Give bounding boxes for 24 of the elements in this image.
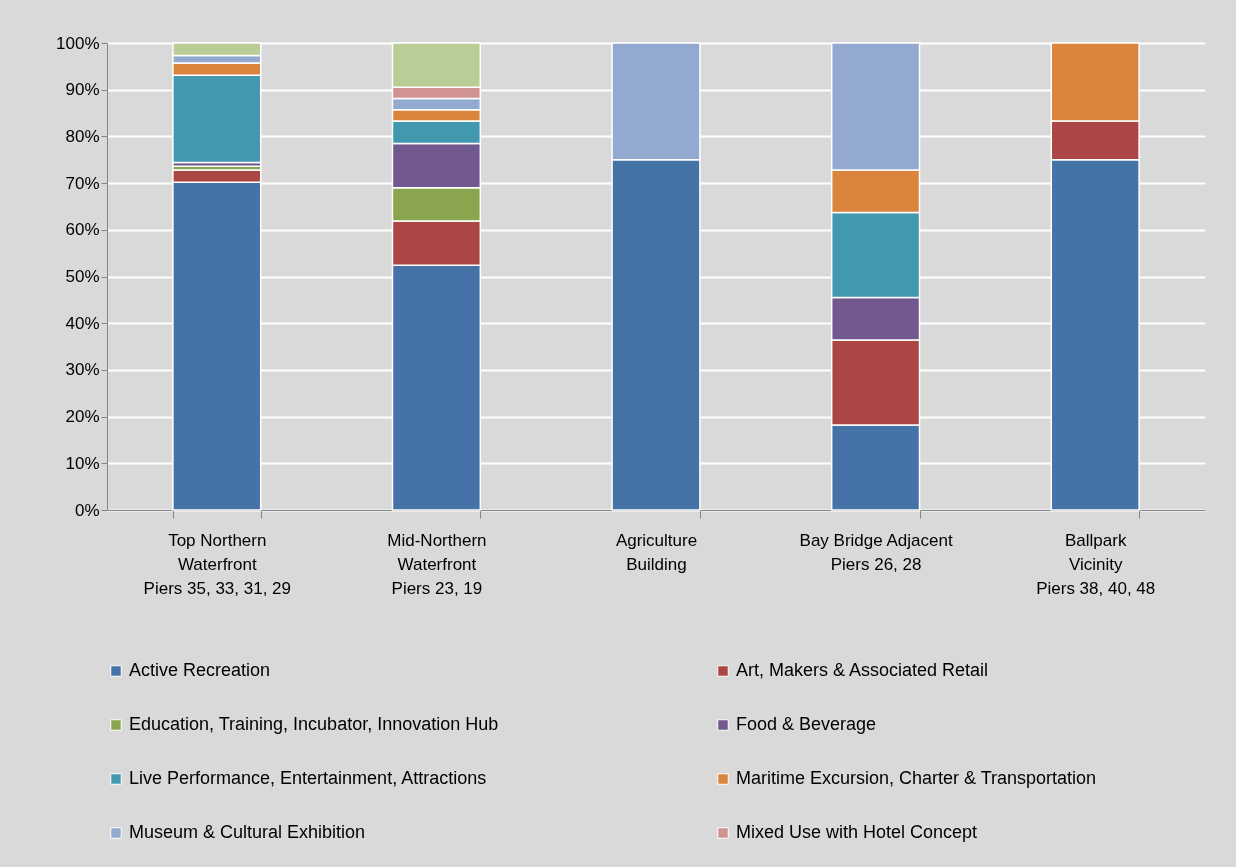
- legend-label: Museum & Cultural Exhibition: [129, 822, 366, 842]
- legend-label: Active Recreation: [129, 660, 271, 680]
- y-tick-label: 30%: [65, 360, 100, 380]
- y-tick-label: 90%: [65, 80, 100, 100]
- legend-label: Food & Beverage: [736, 714, 877, 734]
- x-tick-label: Ballpark Vicinity Piers 38, 40, 48: [1036, 530, 1156, 598]
- y-tick-label: 10%: [65, 453, 100, 473]
- legend-label: Mixed Use with Hotel Concept: [736, 822, 978, 842]
- y-tick-label: 20%: [65, 407, 100, 427]
- y-tick-label: 70%: [65, 173, 100, 193]
- y-tick-label: 80%: [65, 126, 100, 146]
- y-tick-label: 100%: [56, 33, 100, 53]
- legend-label: Art, Makers & Associated Retail: [736, 660, 989, 680]
- legend-label: Maritime Excursion, Charter & Transportation: [736, 768, 1097, 788]
- x-tick-label: Bay Bridge Adjacent Piers 26, 28: [799, 530, 953, 574]
- y-tick-label: 40%: [65, 313, 100, 333]
- legend-label: Education, Training, Incubator, Innovation Hub: [129, 714, 499, 734]
- y-tick-label: 0%: [74, 500, 100, 520]
- x-tick-label: Top Northern Waterfront Piers 35, 33, 31, 29: [143, 530, 292, 598]
- y-tick-label: 60%: [65, 220, 100, 240]
- x-tick-label: Mid-Northern Waterfront Piers 23, 19: [387, 530, 487, 598]
- x-tick-label: Agriculture Building: [615, 530, 698, 574]
- legend-label: Live Performance, Entertainment, Attractions: [129, 768, 487, 788]
- y-tick-label: 50%: [65, 267, 100, 286]
